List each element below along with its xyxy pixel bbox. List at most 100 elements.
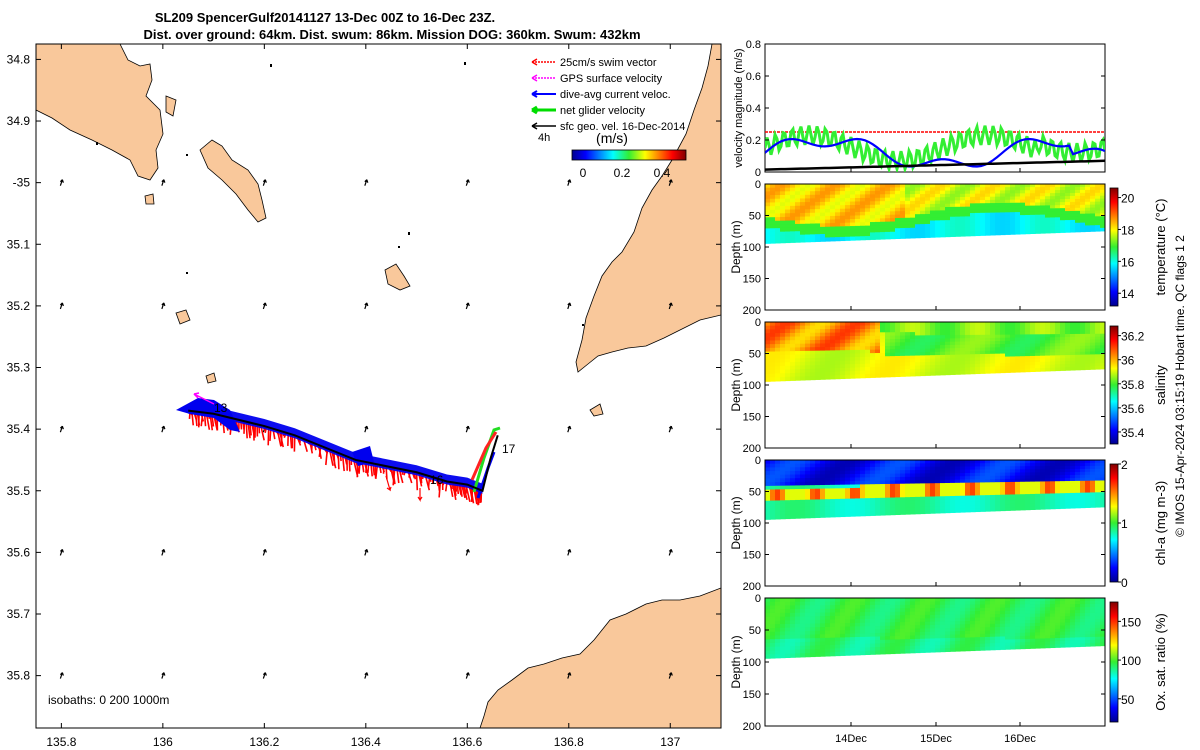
legend-timestep: 4h (538, 132, 550, 144)
map-lat-tick-label: 35.3 (7, 361, 31, 375)
profile-depth-tick-label: 0 (755, 593, 761, 605)
legend-sfc-geo-vel: sfc geo. vel. 16-Dec-2014 (560, 121, 685, 133)
profile-depth-tick-label: 50 (749, 487, 761, 499)
colorbar-tick-2: 0.4 (654, 166, 671, 180)
profile-panel-salinity: 0 50 100 150 200 Depth (m) 35.4 35.6 35.8 36 36.2 s… (729, 317, 1168, 455)
profile-depth-tick-label: 100 (743, 242, 761, 254)
profile-depth-tick-label: 0 (755, 455, 761, 467)
time-tick-label: 16Dec (1004, 733, 1036, 745)
profile-depth-tick-label: 200 (743, 443, 761, 455)
profile-depth-tick-label: 100 (743, 518, 761, 530)
velocity-panel: 0 0.2 0.4 0.6 0.8 velocity magnitude (m/s) (733, 39, 1106, 179)
velocity-y-tick-label: 0.4 (746, 103, 761, 115)
profile-depth-label: Depth (m) (729, 220, 743, 273)
map-geo-velocity-arrows (59, 179, 673, 679)
map-lon-tick-label: 136 (153, 735, 173, 749)
profile-colorbar-tick-label: 50 (1121, 693, 1135, 707)
velocity-ylabel: velocity magnitude (m/s) (733, 48, 745, 167)
track-label-16: 16 (430, 473, 444, 487)
profile-depth-tick-label: 150 (743, 274, 761, 286)
land-coast-southeast (479, 587, 721, 728)
map-lat-tick-label: 34.8 (7, 52, 31, 66)
map-lon-tick-label: 136.2 (249, 735, 279, 749)
profile-colorbar-tick-label: 35.4 (1121, 426, 1145, 440)
profile-colorbar-label: temperature (°C) (1153, 199, 1168, 296)
velocity-y-tick-label: 0.6 (746, 71, 761, 83)
map-lon-tick-label: 136.6 (452, 735, 482, 749)
map-lat-tick-label: 35.2 (7, 299, 31, 313)
isobaths-label: isobaths: 0 200 1000m (48, 693, 169, 707)
land-islet-4 (175, 309, 191, 325)
track-label-17: 17 (502, 442, 516, 456)
profile-depth-tick-label: 200 (743, 581, 761, 593)
profile-depth-tick-label: 150 (743, 689, 761, 701)
time-tick-label: 14Dec (835, 733, 867, 745)
map-lat-tick-label: -35 (13, 176, 31, 190)
profile-depth-tick-label: 50 (749, 625, 761, 637)
land-islet-5 (205, 372, 217, 384)
legend-swim-vector: 25cm/s swim vector (560, 57, 657, 69)
map-legend: 25cm/s swim vector GPS surface velocity … (531, 57, 685, 144)
velocity-series (765, 121, 1105, 172)
net-velocity-series (765, 121, 1105, 172)
profile-colorbar-tick-label: 35.8 (1121, 378, 1145, 392)
profile-colorbar-label: chl-a (mg m-3) (1153, 481, 1168, 566)
legend-dive-avg-current: dive-avg current veloc. (560, 89, 671, 101)
profile-panel-chla: 0 50 100 150 200 Depth (m) 0 1 2 chl-a (mg m-3) (729, 455, 1168, 593)
map-lat-tick-label: 35.8 (7, 669, 31, 683)
track-label-13: 13 (214, 401, 228, 415)
colorbar-tick-1: 0.2 (614, 166, 631, 180)
map-lon-tick-label: 136.4 (351, 735, 381, 749)
profile-depth-tick-label: 50 (749, 349, 761, 361)
map-speed-colorbar: (m/s) 0 0.2 0.4 (571, 130, 687, 180)
profile-colorbar-label: Ox. sat. ratio (%) (1153, 613, 1168, 711)
profile-depth-tick-label: 100 (743, 380, 761, 392)
land-islet-2 (144, 193, 155, 205)
map-lat-tick-label: 35.4 (7, 422, 31, 436)
map-lat-tick-label: 35.7 (7, 607, 31, 621)
map-coast-dots (96, 62, 584, 326)
profile-colorbar-tick-label: 2 (1121, 458, 1128, 472)
land-coast-east (575, 44, 721, 373)
profile-depth-tick-label: 50 (749, 211, 761, 223)
profile-colorbar (1109, 463, 1119, 583)
profile-depth-tick-label: 150 (743, 550, 761, 562)
profile-colorbar-label: salinity (1153, 365, 1168, 405)
colorbar-tick-0: 0 (580, 166, 587, 180)
profile-colorbar-tick-label: 1 (1121, 517, 1128, 531)
profile-colorbar-tick-label: 20 (1121, 192, 1135, 206)
figure-title-line1: SL209 SpencerGulf20141127 13-Dec 00Z to … (155, 10, 495, 25)
profile-depth-tick-label: 150 (743, 412, 761, 424)
current-velocity-series (765, 137, 1105, 168)
profile-depth-tick-label: 200 (743, 305, 761, 317)
velocity-y-tick-label: 0 (755, 167, 761, 179)
map-lon-tick-label: 136.8 (554, 735, 584, 749)
profile-colorbar-tick-label: 100 (1121, 654, 1141, 668)
figure-title-line2: Dist. over ground: 64km. Dist. swum: 86k… (143, 27, 640, 42)
map-lon-tick-label: 135.8 (46, 735, 76, 749)
profile-colorbar-tick-label: 36 (1121, 354, 1135, 368)
profile-depth-label: Depth (m) (729, 358, 743, 411)
velocity-y-tick-label: 0.8 (746, 39, 761, 51)
profile-colorbar-tick-label: 14 (1121, 287, 1135, 301)
land-island-west-1 (199, 139, 267, 223)
map-longitude-ticks: 135.8 136 136.2 136.4 136.6 136.8 137 (46, 44, 681, 749)
time-axis-ticks: 14Dec 15Dec 16Dec (835, 168, 1036, 745)
profile-field-oxygen (765, 598, 1105, 659)
map-lat-tick-label: 34.9 (7, 114, 31, 128)
profile-field-chla (765, 460, 1105, 520)
profile-colorbar (1109, 325, 1119, 445)
profile-depth-label: Depth (m) (729, 496, 743, 549)
land-islet-1 (165, 95, 177, 117)
profile-colorbar (1109, 601, 1119, 723)
profile-field-temperature (765, 184, 1105, 244)
map-glider-track (176, 392, 501, 506)
map-frame (35, 43, 722, 729)
land-peninsula-northwest (36, 44, 164, 181)
profile-colorbar-tick-label: 36.2 (1121, 330, 1145, 344)
time-tick-label: 15Dec (920, 733, 952, 745)
profile-depth-tick-label: 100 (743, 657, 761, 669)
map-lat-tick-label: 35.1 (7, 237, 31, 251)
